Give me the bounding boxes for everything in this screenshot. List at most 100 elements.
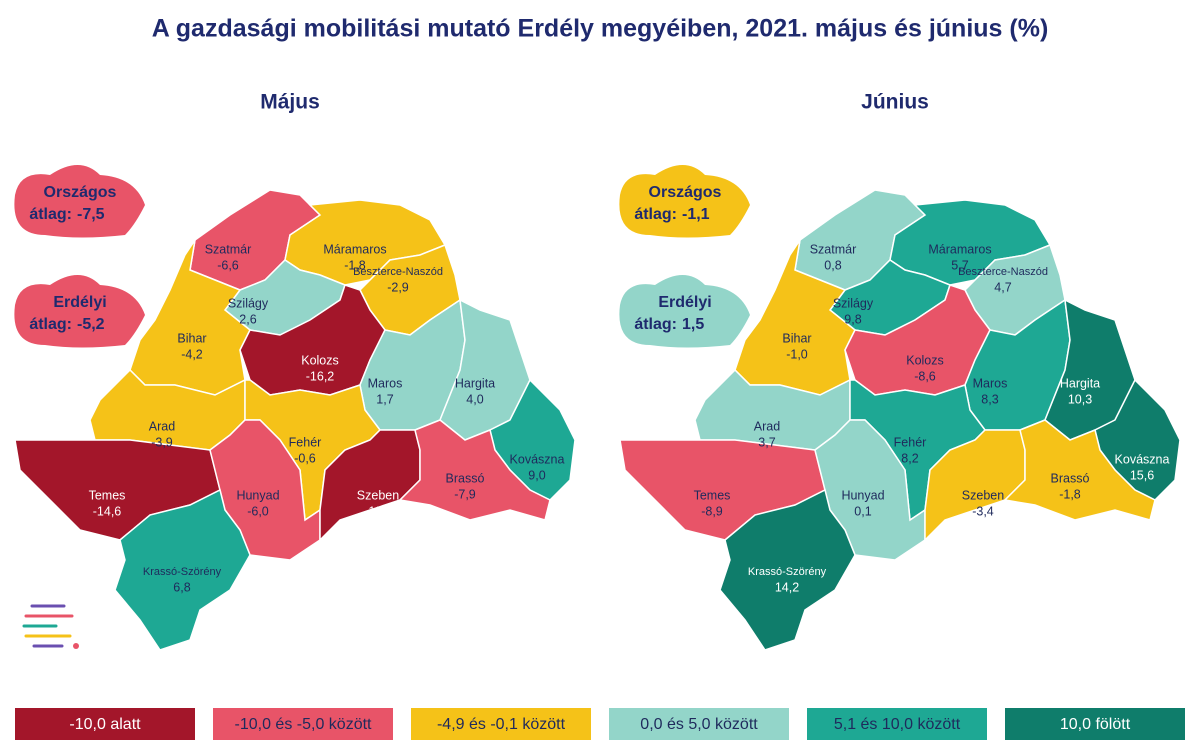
average-blob (14, 165, 145, 238)
county (398, 419, 551, 521)
average-value: -5,2 (77, 316, 105, 333)
county-name: Beszterce-Naszód (353, 266, 443, 278)
county-value: 8,2 (901, 451, 918, 465)
county-value: -6,6 (217, 258, 239, 272)
county-value: 2,6 (239, 312, 256, 326)
county-name: Beszterce-Naszód (958, 266, 1048, 278)
average-value: 1,5 (682, 316, 704, 333)
legend-swatch (213, 708, 393, 740)
average-value: -1,1 (682, 206, 710, 223)
county-name: Brassó (1051, 471, 1090, 485)
county-name: Kovászna (510, 452, 565, 466)
average-text: átlag: (634, 316, 677, 333)
county-name: Máramaros (323, 242, 386, 256)
county-value: -1,0 (786, 347, 808, 361)
county-name: Hunyad (236, 488, 279, 502)
county-name: Temes (694, 488, 731, 502)
county-value: 15,6 (1130, 468, 1154, 482)
average-text: átlag: (634, 206, 677, 223)
average-text: átlag: (29, 206, 72, 223)
county-value: -14,6 (93, 504, 122, 518)
county-name: Kovászna (1115, 452, 1170, 466)
legend-label: 5,1 és 10,0 között (834, 716, 961, 733)
county-value: -8,6 (914, 369, 936, 383)
county-name: Maros (973, 376, 1008, 390)
county-value: 1,7 (376, 392, 393, 406)
legend-swatch (411, 708, 591, 740)
average-value: -7,5 (77, 206, 105, 223)
county-value: 8,3 (981, 392, 998, 406)
map-title: Június (861, 91, 929, 114)
county-value: 0,1 (854, 504, 871, 518)
county-name: Hargita (1060, 376, 1100, 390)
legend-label: -10,0 alatt (69, 716, 141, 733)
average-name: Erdélyi (53, 294, 106, 311)
map: Május Szatmár -6,6 Máramaros -1,8Beszterce-N… (14, 91, 576, 651)
county-value: 5,7 (951, 258, 968, 272)
county-name: Fehér (894, 435, 927, 449)
county-name: Bihar (782, 331, 811, 345)
average-name: Erdélyi (658, 294, 711, 311)
county-value: 6,8 (173, 580, 190, 594)
legend-swatch (609, 708, 789, 740)
average-name: Országos (649, 184, 722, 201)
county-name: Brassó (446, 471, 485, 485)
average-blob (619, 275, 750, 348)
legend-label: 10,0 fölött (1060, 716, 1131, 733)
average-blob (14, 275, 145, 348)
county-value: 0,8 (824, 258, 841, 272)
county-value: -3,4 (972, 504, 994, 518)
county (114, 488, 251, 651)
map: Június Szatmár 0,8 Máramaros 5,7Beszterce-Na… (619, 91, 1181, 651)
county-value: -3,9 (151, 435, 173, 449)
county-name: Szeben (357, 488, 399, 502)
county-value: -1,8 (1059, 487, 1081, 501)
county-name: Szilágy (833, 296, 874, 310)
county-name: Temes (89, 488, 126, 502)
legend-label: 0,0 és 5,0 között (640, 716, 758, 733)
county-value: -11,6 (364, 504, 392, 518)
county-name: Maros (368, 376, 403, 390)
legend-swatch (1005, 708, 1185, 740)
county-value: 4,0 (466, 392, 483, 406)
county (719, 488, 856, 651)
county-value: 9,8 (844, 312, 861, 326)
county-name: Arad (754, 419, 780, 433)
logo (22, 604, 79, 649)
county-name: Szatmár (810, 242, 857, 256)
county-value: -2,9 (387, 280, 409, 294)
county-value: 10,3 (1068, 392, 1092, 406)
county-name: Szatmár (205, 242, 252, 256)
county-name: Máramaros (928, 242, 991, 256)
county-value: 4,7 (994, 280, 1011, 294)
county-value: -8,9 (701, 504, 723, 518)
county-name: Szeben (962, 488, 1004, 502)
map-title: Május (260, 91, 320, 114)
county-value: -16,2 (306, 369, 335, 383)
county-value: 3,7 (758, 435, 775, 449)
average-blob (619, 165, 750, 238)
legend-label: -4,9 és -0,1 között (437, 716, 566, 733)
county-value: 14,2 (775, 580, 799, 594)
county-name: Bihar (177, 331, 206, 345)
legend-swatch (15, 708, 195, 740)
county-value: 9,0 (528, 468, 545, 482)
county-value: -1,8 (344, 258, 366, 272)
county-name: Krassó-Szörény (143, 566, 222, 578)
average-name: Országos (44, 184, 117, 201)
county-value: -4,2 (181, 347, 203, 361)
county-name: Fehér (289, 435, 322, 449)
average-text: átlag: (29, 316, 72, 333)
county-name: Hargita (455, 376, 495, 390)
county-name: Hunyad (841, 488, 884, 502)
county-value: -7,9 (454, 487, 476, 501)
county-name: Kolozs (906, 353, 944, 367)
page-title: A gazdasági mobilitási mutató Erdély meg… (152, 15, 1049, 43)
legend-label: -10,0 és -5,0 között (235, 716, 373, 733)
county-value: -6,0 (247, 504, 269, 518)
county-name: Kolozs (301, 353, 339, 367)
county (1003, 419, 1156, 521)
county-value: -0,6 (294, 451, 316, 465)
county-name: Krassó-Szörény (748, 566, 827, 578)
